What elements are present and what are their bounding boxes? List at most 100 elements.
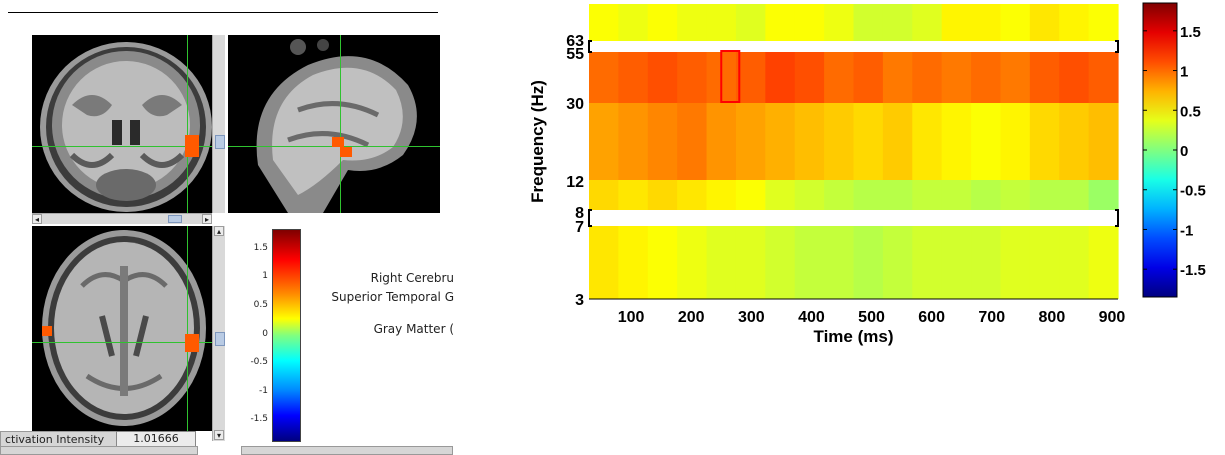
scroll-up-icon[interactable]: ▴ bbox=[214, 226, 224, 236]
heatmap-cell bbox=[589, 4, 619, 41]
heatmap-cell bbox=[1029, 52, 1060, 103]
heatmap-cell bbox=[1088, 4, 1119, 41]
y-axis-label: Frequency (Hz) bbox=[528, 80, 547, 203]
heatmap-cell bbox=[794, 103, 825, 180]
heatmap-cell bbox=[882, 103, 913, 180]
heatmap-cell bbox=[677, 180, 708, 210]
heatmap-cell bbox=[765, 226, 796, 299]
activation-intensity-value: 1.01666 bbox=[116, 431, 196, 447]
heatmap-cell bbox=[912, 4, 943, 41]
heatmap-cell bbox=[882, 4, 913, 41]
scroll-thumb[interactable] bbox=[215, 135, 225, 149]
heatmap-cell bbox=[794, 180, 825, 210]
viewer-colorbar-tick: -0.5 bbox=[250, 357, 268, 367]
heatmap-cell bbox=[971, 52, 1002, 103]
heatmap-cell bbox=[706, 103, 737, 180]
heatmap-cell bbox=[677, 226, 708, 299]
heatmap-cell bbox=[1029, 103, 1060, 180]
heatmap-cell bbox=[824, 226, 855, 299]
band-gap-bracket-right bbox=[1115, 40, 1119, 53]
heatmap-cell bbox=[765, 52, 796, 103]
band-gap-bracket-right bbox=[1115, 209, 1119, 227]
axial-vscroll[interactable]: ▴ ▾ bbox=[212, 226, 225, 441]
heatmap-cell bbox=[882, 52, 913, 103]
activation-cluster bbox=[185, 135, 199, 157]
viewer-colorbar bbox=[272, 229, 301, 442]
crosshair-vertical bbox=[187, 226, 188, 431]
coronal-view[interactable] bbox=[32, 35, 212, 213]
scroll-down-icon[interactable]: ▾ bbox=[214, 430, 224, 440]
band-gap-bracket-left bbox=[588, 209, 592, 227]
heatmap-cell bbox=[824, 52, 855, 103]
heatmap-cell bbox=[735, 226, 766, 299]
scroll-thumb[interactable] bbox=[168, 215, 182, 223]
heatmap-cell bbox=[971, 180, 1002, 210]
heatmap-cell bbox=[647, 4, 678, 41]
viewer-colorbar-tick: -1 bbox=[259, 385, 268, 396]
colorbar-tick-label: 0.5 bbox=[1180, 103, 1201, 120]
sagittal-brain-image bbox=[256, 39, 417, 213]
heatmap-cell bbox=[677, 52, 708, 103]
y-tick-label: 8 bbox=[575, 205, 584, 222]
viewer-colorbar-tick: 0.5 bbox=[253, 299, 268, 310]
y-tick-label: 3 bbox=[575, 292, 584, 309]
heatmap-cell bbox=[853, 52, 884, 103]
heatmap-cell bbox=[912, 180, 943, 210]
y-tick-label: 63 bbox=[566, 33, 584, 50]
heatmap-cell bbox=[735, 180, 766, 210]
heatmap-cell bbox=[765, 4, 796, 41]
heatmap-cell bbox=[647, 52, 678, 103]
colorbar-tick-label: -0.5 bbox=[1180, 183, 1206, 200]
heatmap-cell bbox=[1000, 180, 1031, 210]
scroll-thumb[interactable] bbox=[215, 332, 225, 346]
y-tick-label: 7 bbox=[575, 219, 584, 236]
heatmap-cell bbox=[1029, 180, 1060, 210]
heatmap-cell bbox=[912, 226, 943, 299]
heatmap-cell bbox=[677, 4, 708, 41]
x-tick-label: 800 bbox=[1039, 309, 1066, 326]
heatmap-cell bbox=[794, 4, 825, 41]
heatmap-cell bbox=[824, 4, 855, 41]
anatomy-tissue-label: Gray Matter ( bbox=[373, 322, 454, 336]
crosshair-horizontal bbox=[32, 146, 212, 147]
axial-brain-image bbox=[42, 230, 206, 426]
heatmap-cell bbox=[1059, 103, 1090, 180]
y-tick-label: 12 bbox=[566, 174, 584, 191]
activation-cluster bbox=[340, 147, 352, 157]
viewer-colorbar-tick: -1.5 bbox=[250, 414, 268, 425]
band-gap-bracket-left bbox=[588, 40, 592, 53]
heatmap-cell bbox=[794, 226, 825, 299]
heatmap-cell bbox=[971, 103, 1002, 180]
viewer-colorbar-tick: 1.5 bbox=[253, 242, 268, 253]
heatmap-cell bbox=[941, 103, 972, 180]
sagittal-view[interactable] bbox=[228, 35, 440, 213]
coronal-hscroll[interactable]: ◂ ▸ bbox=[32, 213, 212, 224]
y-tick-label: 55 bbox=[566, 46, 584, 63]
x-axis-label: Time (ms) bbox=[814, 327, 894, 346]
heatmap-cell bbox=[618, 103, 649, 180]
heatmap-cell bbox=[971, 4, 1002, 41]
scroll-right-icon[interactable]: ▸ bbox=[202, 214, 212, 224]
colorbar-tick-label: -1 bbox=[1180, 222, 1193, 239]
heatmap-cell bbox=[765, 103, 796, 180]
coronal-vscroll[interactable] bbox=[212, 35, 225, 213]
activation-cluster bbox=[42, 326, 52, 336]
heatmap-cell bbox=[589, 103, 619, 180]
colorbar-tick-label: 1.5 bbox=[1180, 24, 1201, 41]
heatmap-cell bbox=[589, 180, 619, 210]
x-tick-label: 700 bbox=[978, 309, 1005, 326]
x-tick-label: 100 bbox=[618, 309, 645, 326]
activation-cluster bbox=[185, 334, 199, 352]
crosshair-vertical bbox=[340, 35, 341, 213]
heatmap-cell bbox=[1088, 52, 1119, 103]
x-tick-label: 300 bbox=[738, 309, 765, 326]
scroll-left-icon[interactable]: ◂ bbox=[32, 214, 42, 224]
coronal-brain-image bbox=[40, 42, 212, 212]
heatmap-cell bbox=[882, 226, 913, 299]
axial-view[interactable] bbox=[32, 226, 212, 431]
x-tick-label: 600 bbox=[918, 309, 945, 326]
heatmap-cell bbox=[765, 180, 796, 210]
heatmap-cell bbox=[941, 180, 972, 210]
heatmap-cell bbox=[1000, 226, 1031, 299]
